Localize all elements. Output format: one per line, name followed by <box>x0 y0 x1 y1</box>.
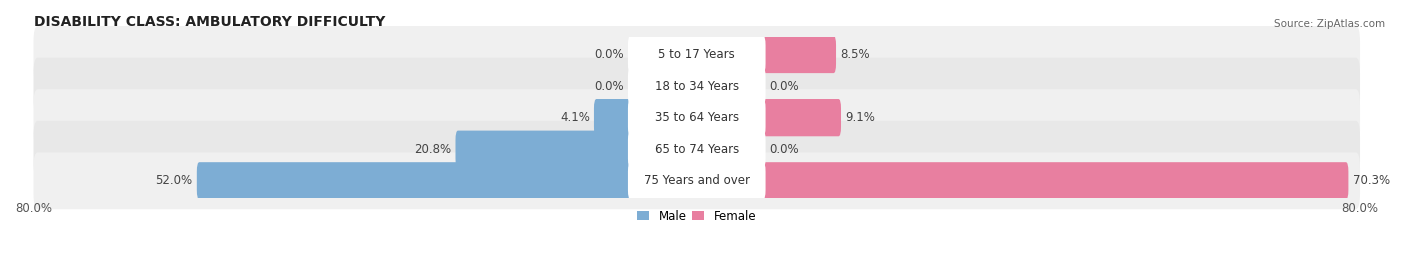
Text: 0.0%: 0.0% <box>769 143 800 156</box>
FancyBboxPatch shape <box>628 68 765 105</box>
Text: 65 to 74 Years: 65 to 74 Years <box>655 143 740 156</box>
FancyBboxPatch shape <box>34 153 1360 209</box>
Text: 0.0%: 0.0% <box>769 80 800 93</box>
FancyBboxPatch shape <box>761 99 841 136</box>
Text: 52.0%: 52.0% <box>156 174 193 187</box>
Text: 4.1%: 4.1% <box>560 111 589 124</box>
Text: 20.8%: 20.8% <box>415 143 451 156</box>
Text: DISABILITY CLASS: AMBULATORY DIFFICULTY: DISABILITY CLASS: AMBULATORY DIFFICULTY <box>34 15 385 29</box>
FancyBboxPatch shape <box>761 162 1348 199</box>
FancyBboxPatch shape <box>34 58 1360 115</box>
Text: 0.0%: 0.0% <box>595 48 624 61</box>
FancyBboxPatch shape <box>456 131 633 168</box>
FancyBboxPatch shape <box>197 162 633 199</box>
Text: 0.0%: 0.0% <box>595 80 624 93</box>
Text: 18 to 34 Years: 18 to 34 Years <box>655 80 738 93</box>
FancyBboxPatch shape <box>593 99 633 136</box>
FancyBboxPatch shape <box>34 89 1360 146</box>
Text: 8.5%: 8.5% <box>841 48 870 61</box>
Text: 35 to 64 Years: 35 to 64 Years <box>655 111 738 124</box>
Text: 9.1%: 9.1% <box>845 111 875 124</box>
FancyBboxPatch shape <box>628 36 765 73</box>
FancyBboxPatch shape <box>34 121 1360 178</box>
FancyBboxPatch shape <box>628 162 765 199</box>
FancyBboxPatch shape <box>761 36 837 73</box>
FancyBboxPatch shape <box>34 26 1360 83</box>
Text: 5 to 17 Years: 5 to 17 Years <box>658 48 735 61</box>
Legend: Male, Female: Male, Female <box>633 205 761 228</box>
Text: Source: ZipAtlas.com: Source: ZipAtlas.com <box>1274 19 1385 29</box>
Text: 70.3%: 70.3% <box>1353 174 1389 187</box>
Text: 75 Years and over: 75 Years and over <box>644 174 749 187</box>
FancyBboxPatch shape <box>628 99 765 136</box>
FancyBboxPatch shape <box>628 131 765 168</box>
